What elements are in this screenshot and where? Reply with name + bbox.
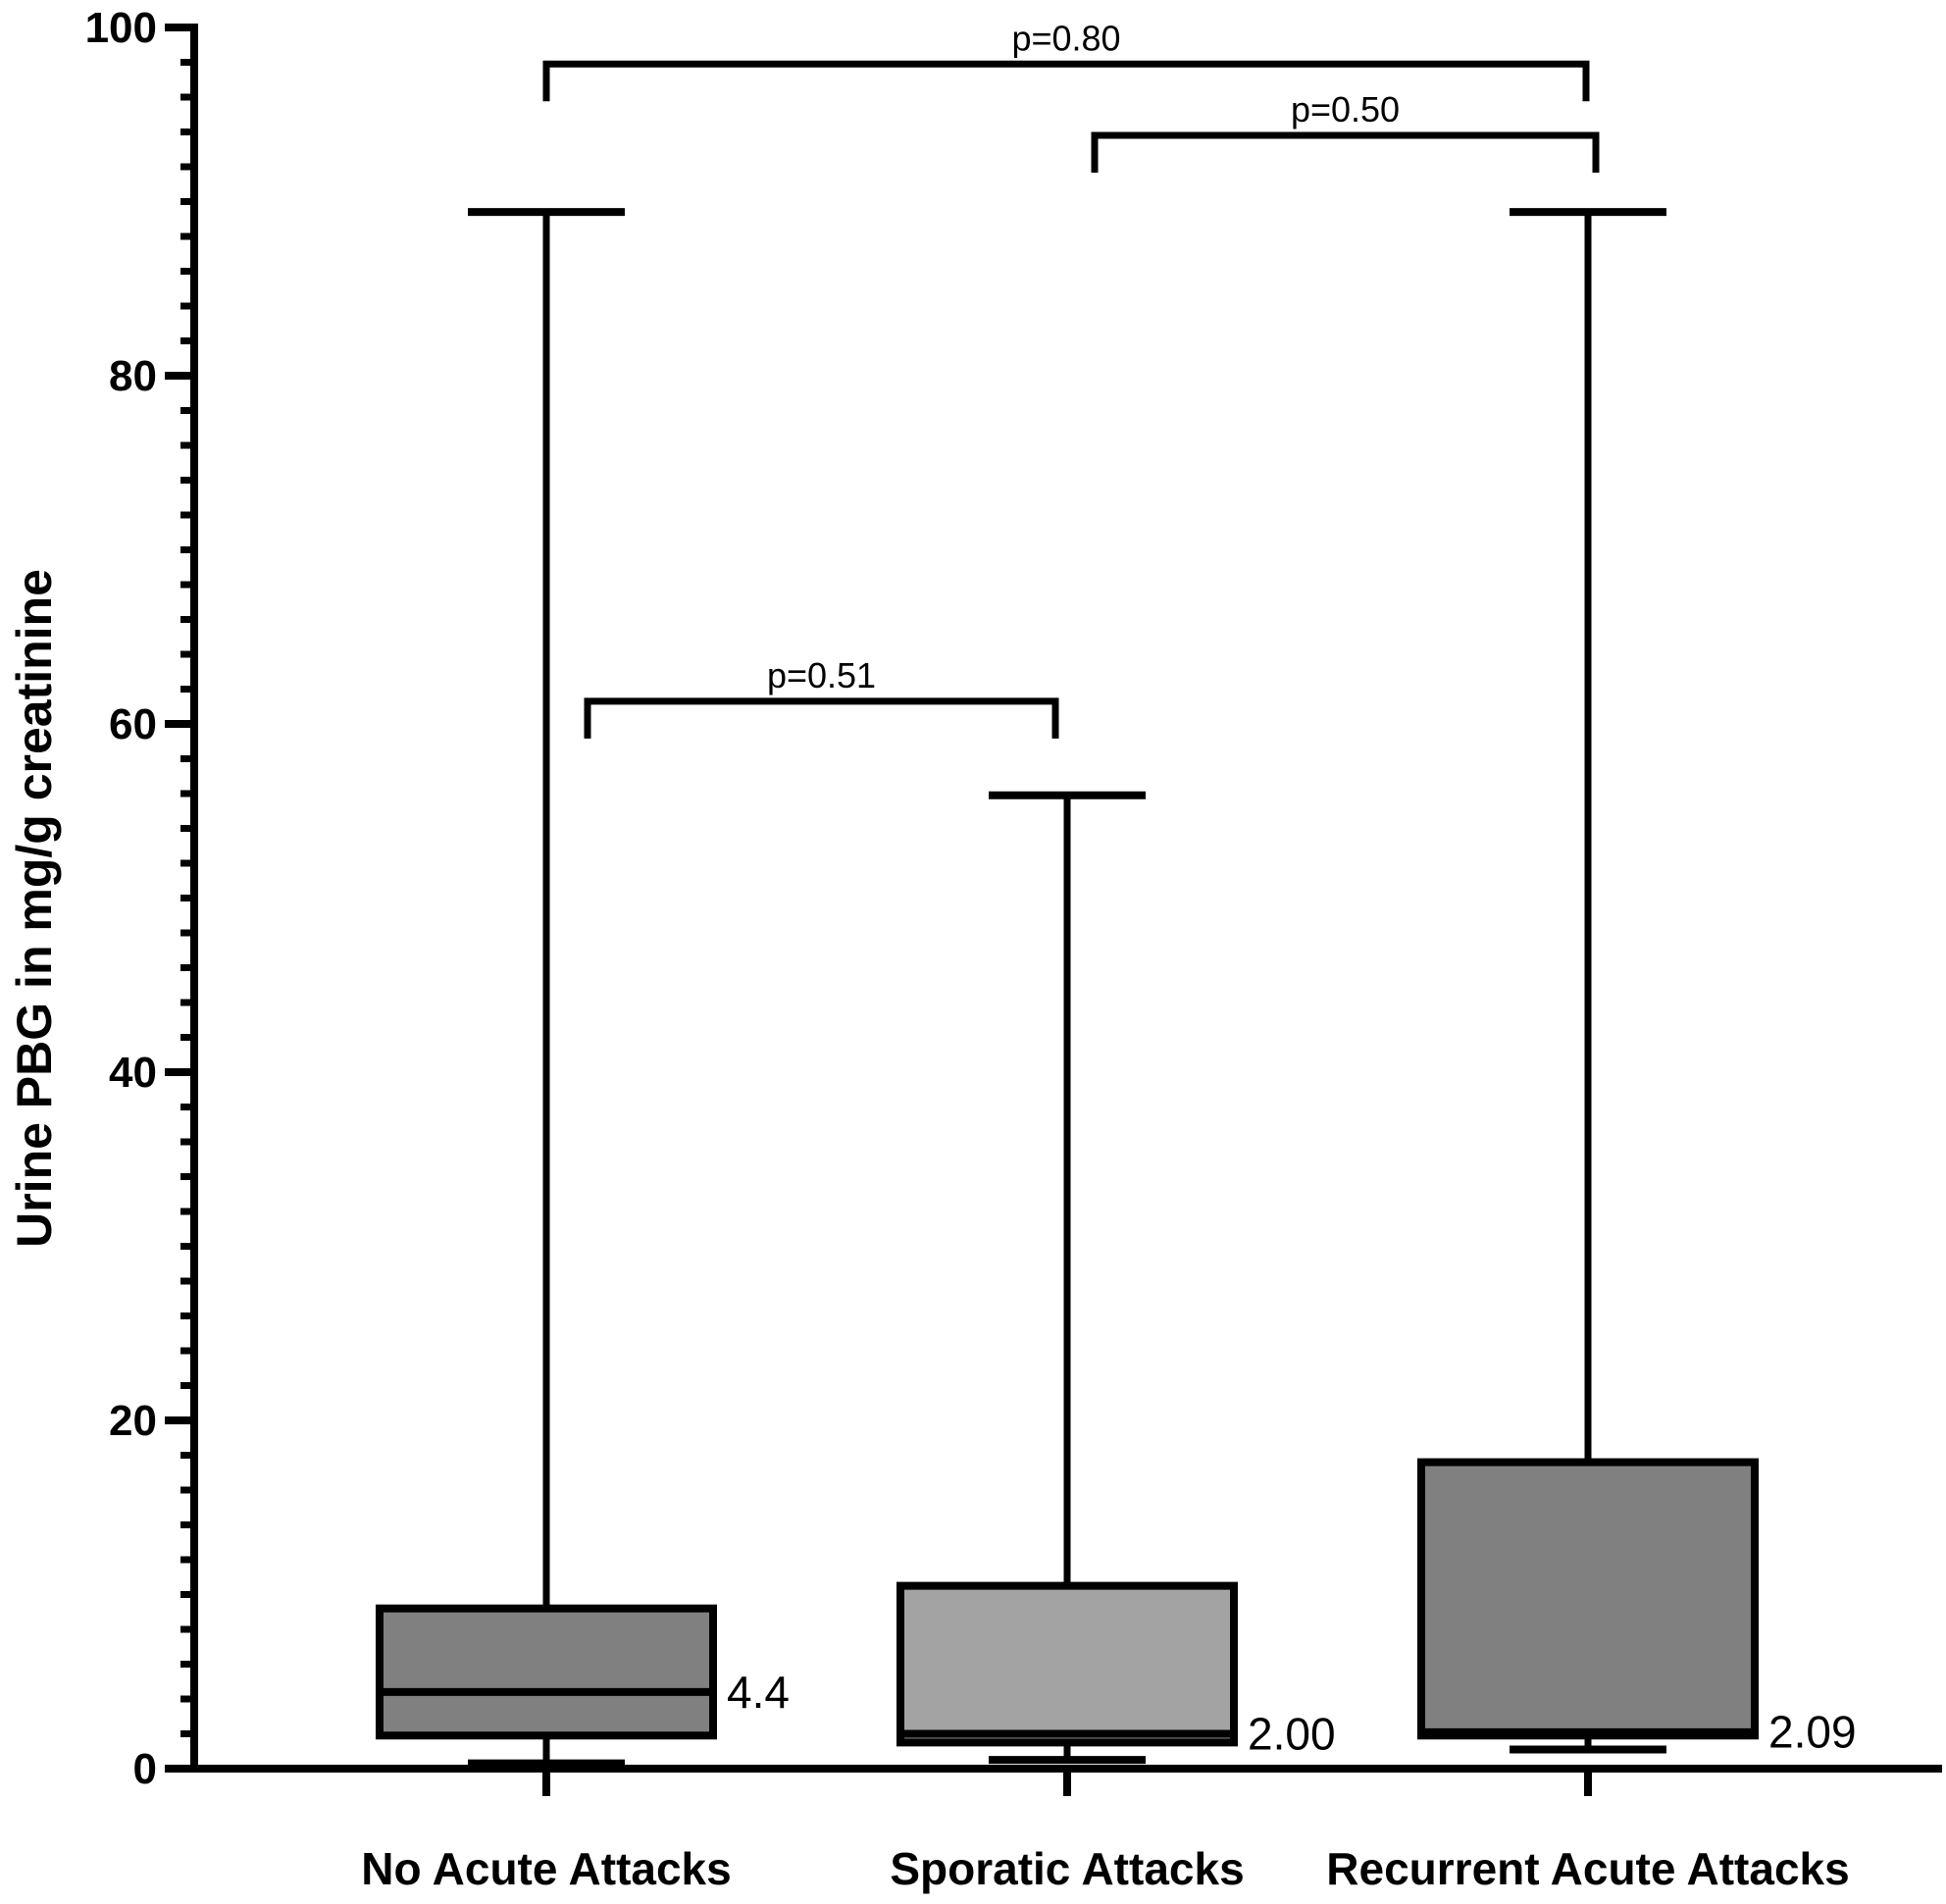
category-label: Recurrent Acute Attacks — [1326, 1843, 1849, 1894]
comparison: p=0.51 — [584, 655, 1059, 739]
y-major-ticks: 0 20 40 60 80 100 — [85, 4, 194, 1793]
y-tick-label: 80 — [109, 352, 157, 400]
comparison-brackets: p=0.51 p=0.50 p=0.80 — [542, 18, 1600, 739]
category-label: Sporatic Attacks — [890, 1843, 1244, 1894]
y-tick-label: 0 — [133, 1745, 157, 1793]
boxes: 4.4 2.00 2.09 — [376, 208, 1857, 1768]
category-label: No Acute Attacks — [361, 1843, 731, 1894]
iqr-box — [376, 1604, 717, 1740]
box-group: 2.00 — [896, 791, 1336, 1765]
y-tick-label: 40 — [109, 1049, 157, 1097]
median-label: 4.4 — [727, 1667, 790, 1718]
comparison: p=0.80 — [542, 18, 1590, 102]
y-tick-label: 60 — [109, 700, 157, 748]
box-group: 2.09 — [1417, 208, 1857, 1757]
p-value-label: p=0.50 — [1291, 89, 1400, 129]
category-labels: No Acute Attacks Sporatic Attacks Recurren… — [361, 1843, 1849, 1894]
p-value-label: p=0.51 — [767, 655, 876, 695]
p-value-label: p=0.80 — [1011, 18, 1120, 58]
x-ticks — [542, 1769, 1592, 1796]
y-tick-label: 20 — [109, 1397, 157, 1445]
median-label: 2.00 — [1248, 1709, 1336, 1760]
box-group: 4.4 — [376, 208, 790, 1768]
iqr-box — [1417, 1458, 1759, 1740]
iqr-box — [896, 1581, 1238, 1747]
comparison-bracket — [542, 60, 1590, 102]
comparison-bracket — [1091, 131, 1600, 174]
comparison: p=0.50 — [1091, 89, 1600, 174]
comparison-bracket — [584, 697, 1059, 739]
median-label: 2.09 — [1768, 1706, 1857, 1757]
y-tick-label: 100 — [85, 4, 157, 52]
y-axis-title: Urine PBG in mg/g creatinine — [7, 569, 62, 1248]
